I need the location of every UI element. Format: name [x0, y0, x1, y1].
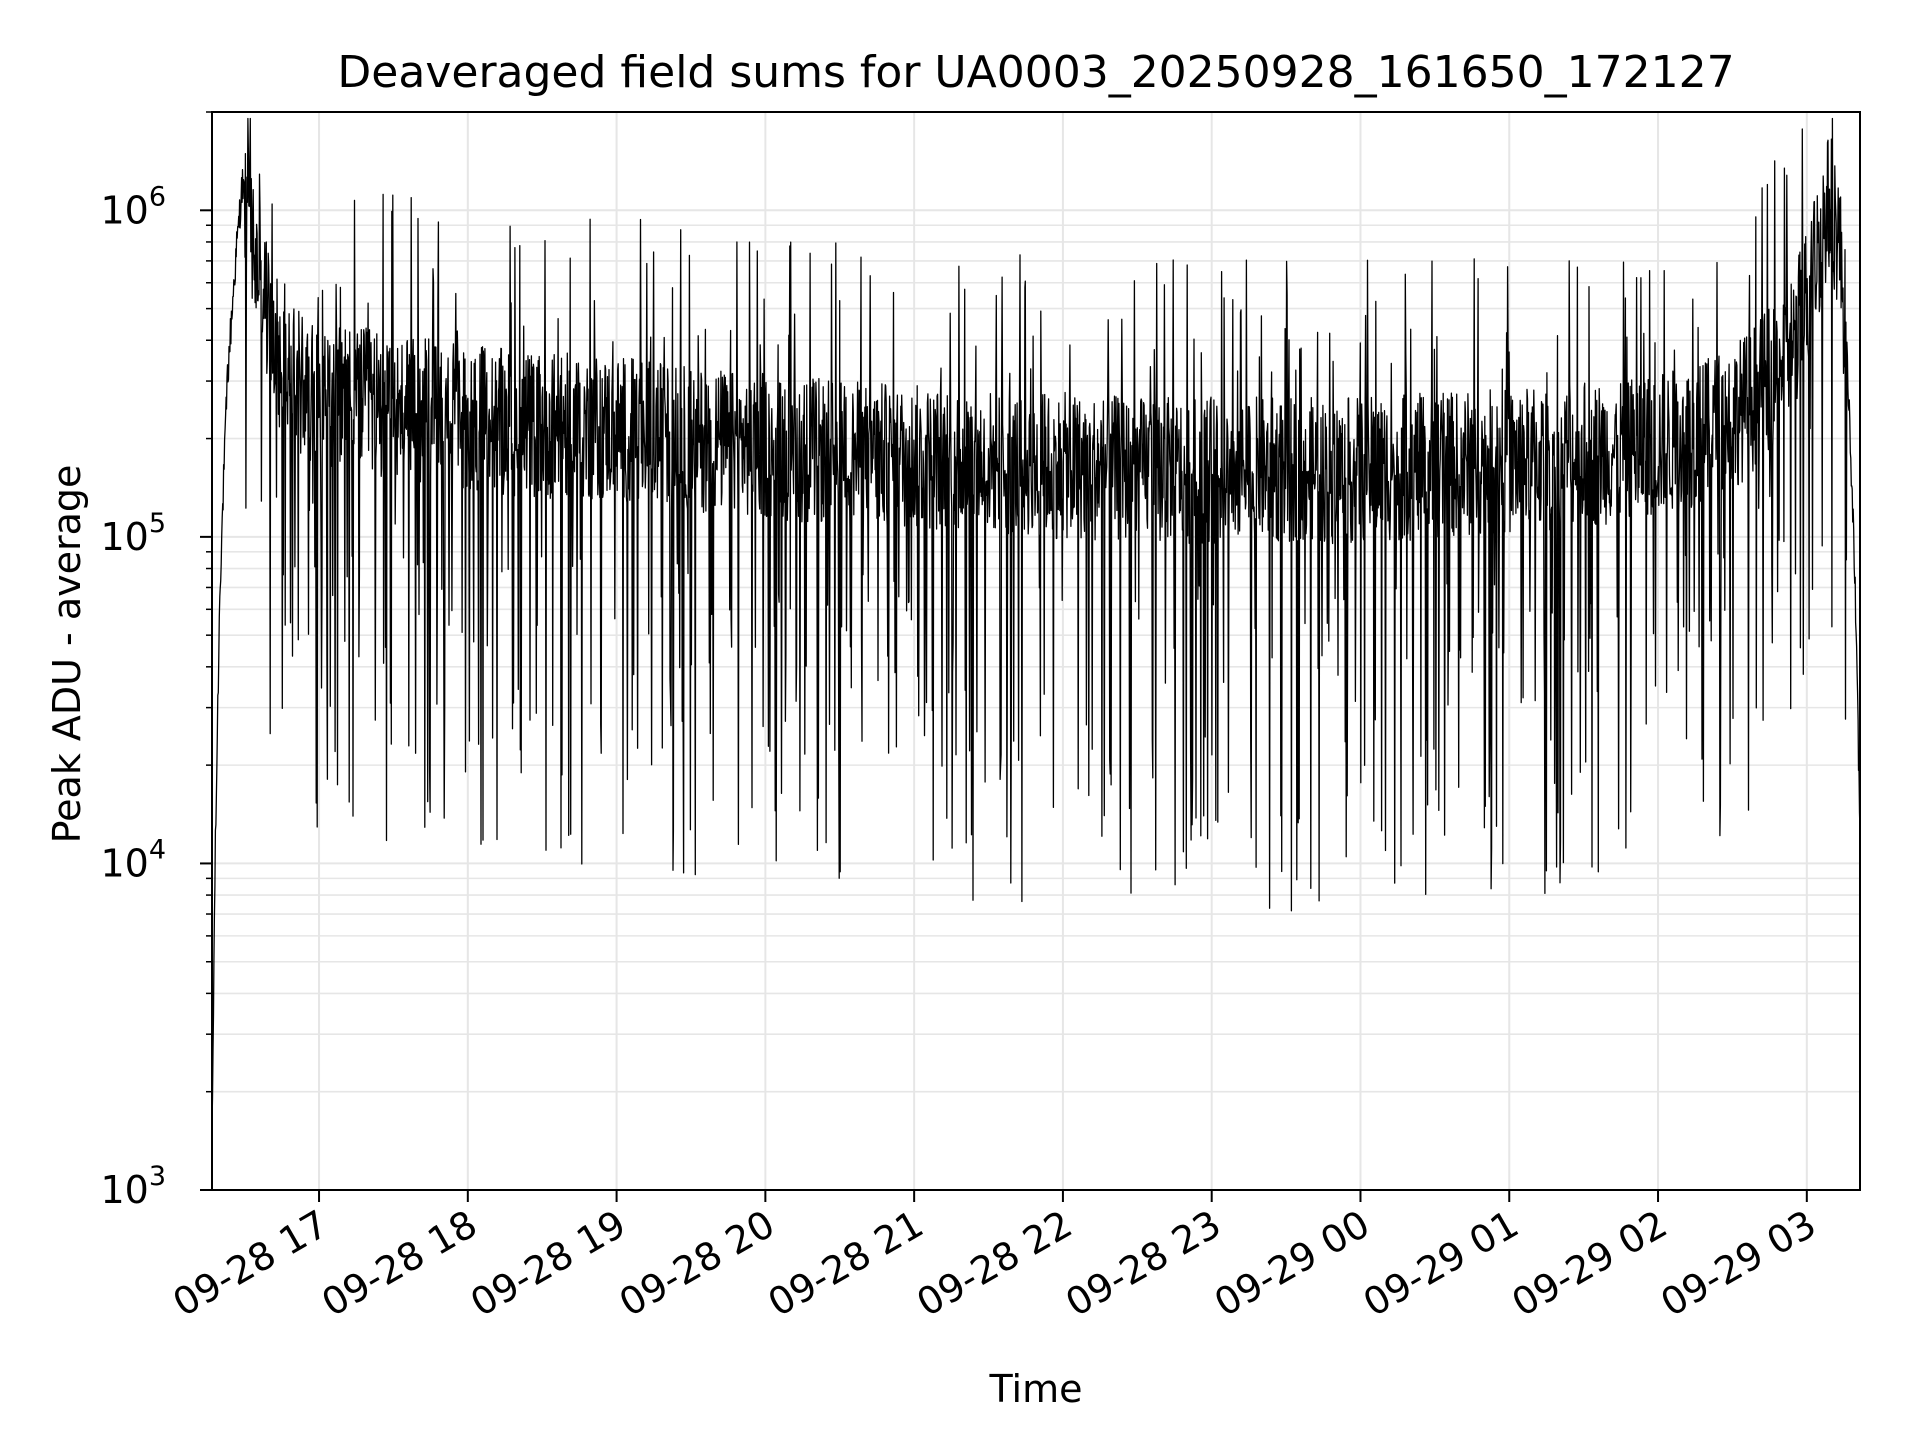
- series-line: [211, 117, 1861, 1125]
- y-tick-label: 106: [100, 181, 166, 232]
- y-tick-base: 10: [100, 188, 148, 232]
- y-tick-base: 10: [100, 515, 148, 559]
- y-tick-exponent: 5: [149, 508, 166, 539]
- y-tick-exponent: 3: [149, 1161, 166, 1192]
- chart-title: Deaveraged field sums for UA0003_2025092…: [337, 47, 1734, 98]
- plot-frame: [211, 111, 1861, 1191]
- data-layer: [211, 117, 1861, 1125]
- y-tick-base: 10: [100, 841, 148, 885]
- y-tick-label: 105: [100, 508, 166, 559]
- y-tick-label: 104: [100, 834, 166, 885]
- y-axis-label: Peak ADU - average: [45, 465, 89, 844]
- y-tick-exponent: 4: [149, 834, 166, 865]
- y-tick-base: 10: [100, 1168, 148, 1212]
- y-tick-exponent: 6: [149, 181, 166, 212]
- x-axis-label: Time: [989, 1367, 1083, 1411]
- y-tick-label: 103: [100, 1161, 166, 1212]
